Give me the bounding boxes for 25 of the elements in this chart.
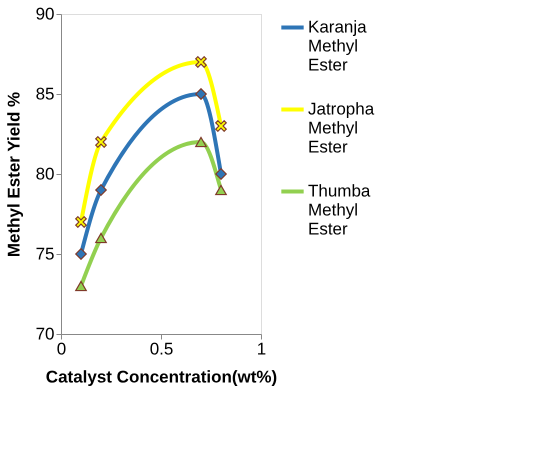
y-tick-label: 90 (36, 4, 54, 24)
legend-label: Karanja Methyl Ester (308, 18, 368, 74)
x-tick-label: 0 (56, 340, 66, 358)
point (215, 120, 227, 132)
point (75, 280, 87, 292)
y-tick-label: 80 (36, 164, 54, 184)
point (215, 184, 227, 196)
point (95, 136, 107, 148)
point (95, 184, 107, 196)
point (195, 88, 207, 100)
legend-label: Thumba Methyl Ester (308, 182, 371, 238)
point (195, 56, 207, 68)
x-tick-label: 1 (256, 340, 266, 358)
point (215, 168, 227, 180)
y-tick-label: 70 (36, 324, 54, 344)
point (75, 248, 87, 260)
point (95, 232, 107, 244)
y-axis-title: Methyl Ester Yield % (4, 92, 24, 258)
y-tick-label: 75 (36, 244, 54, 264)
y-tick-label: 85 (36, 84, 54, 104)
x-tick-label: 0.5 (150, 340, 174, 358)
x-axis-title: Catalyst Concentration(wt%) (46, 368, 278, 386)
legend-label: Jatropha Methyl Ester (308, 100, 375, 156)
point (195, 136, 207, 148)
point (75, 216, 87, 228)
